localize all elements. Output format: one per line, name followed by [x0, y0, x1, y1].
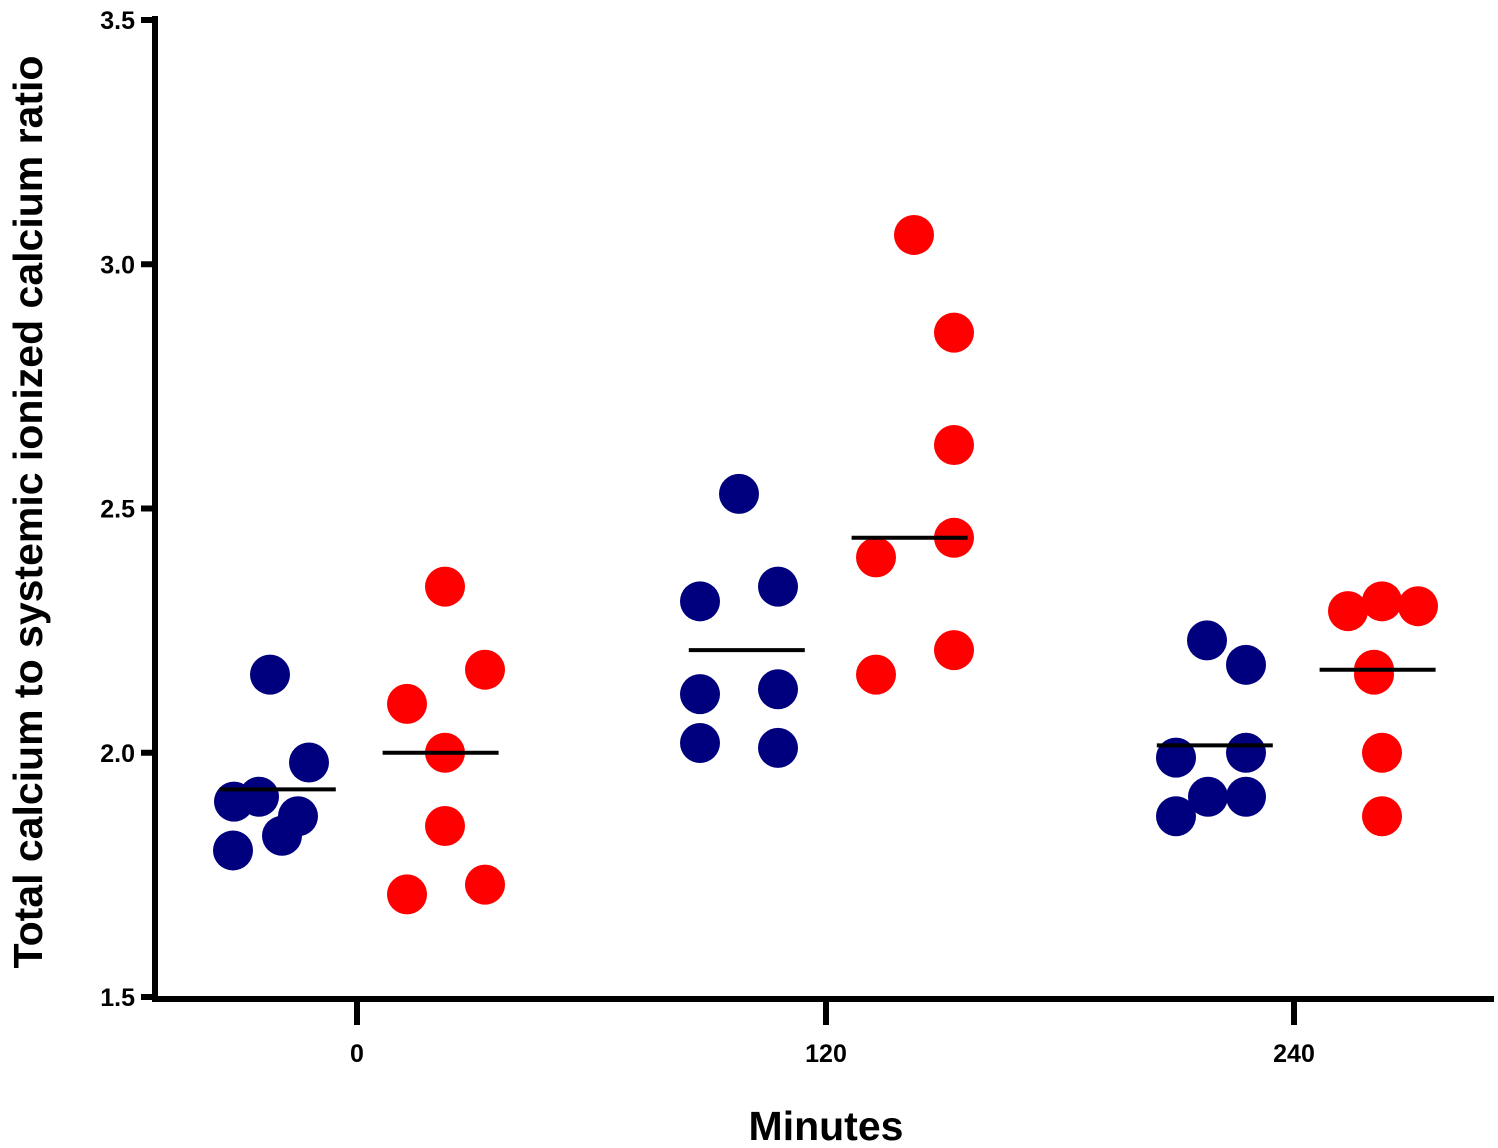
x-ticks: 0 120 240 — [350, 999, 1315, 1068]
data-point — [894, 214, 934, 255]
data-point — [680, 722, 720, 763]
plot-area — [213, 214, 1438, 915]
data-point — [1328, 591, 1368, 632]
data-point — [1226, 644, 1266, 685]
y-tick-label: 1.5 — [100, 984, 135, 1012]
data-point — [758, 566, 798, 607]
data-point — [465, 649, 505, 690]
x-axis-title: Minutes — [749, 1103, 904, 1148]
data-point — [214, 781, 254, 822]
data-point — [262, 815, 302, 856]
data-point — [758, 669, 798, 710]
data-point — [1188, 776, 1228, 817]
x-tick-label: 120 — [805, 1040, 847, 1068]
data-point — [1226, 732, 1266, 773]
data-point — [934, 312, 974, 353]
data-point — [934, 630, 974, 671]
data-point — [387, 683, 427, 724]
data-point — [1354, 654, 1394, 695]
data-point — [387, 874, 427, 915]
data-point — [758, 727, 798, 768]
data-point — [1156, 737, 1196, 778]
series-0 — [213, 473, 1273, 871]
y-axis: 1.5 2.0 2.5 3.0 3.5 — [100, 7, 158, 1012]
data-point — [934, 424, 974, 465]
data-point — [1398, 586, 1438, 627]
x-tick-label: 240 — [1273, 1040, 1315, 1068]
data-point — [856, 654, 896, 695]
data-point — [425, 806, 465, 847]
data-point — [1187, 620, 1227, 661]
y-tick-label: 2.5 — [100, 496, 135, 524]
y-tick-label: 3.5 — [100, 7, 135, 35]
data-point — [250, 654, 290, 695]
y-tick-label: 3.0 — [100, 251, 135, 279]
data-point — [856, 537, 896, 578]
data-point — [1362, 796, 1402, 837]
data-point — [680, 674, 720, 715]
data-point — [680, 581, 720, 622]
data-point — [289, 742, 329, 783]
y-tick-label: 2.0 — [100, 740, 135, 768]
x-tick-label: 0 — [350, 1040, 364, 1068]
data-point — [425, 566, 465, 607]
data-point — [1362, 732, 1402, 773]
data-point — [1226, 776, 1266, 817]
x-axis: 0 120 240 — [152, 996, 1494, 1068]
data-point — [1156, 796, 1196, 837]
y-ticks: 1.5 2.0 2.5 3.0 3.5 — [100, 7, 155, 1012]
y-axis-title: Total calcium to systemic ionized calciu… — [5, 56, 51, 969]
data-point — [1362, 581, 1402, 622]
data-point — [719, 473, 759, 514]
series-1 — [382, 214, 1438, 915]
data-point — [213, 830, 253, 871]
data-point — [465, 864, 505, 905]
